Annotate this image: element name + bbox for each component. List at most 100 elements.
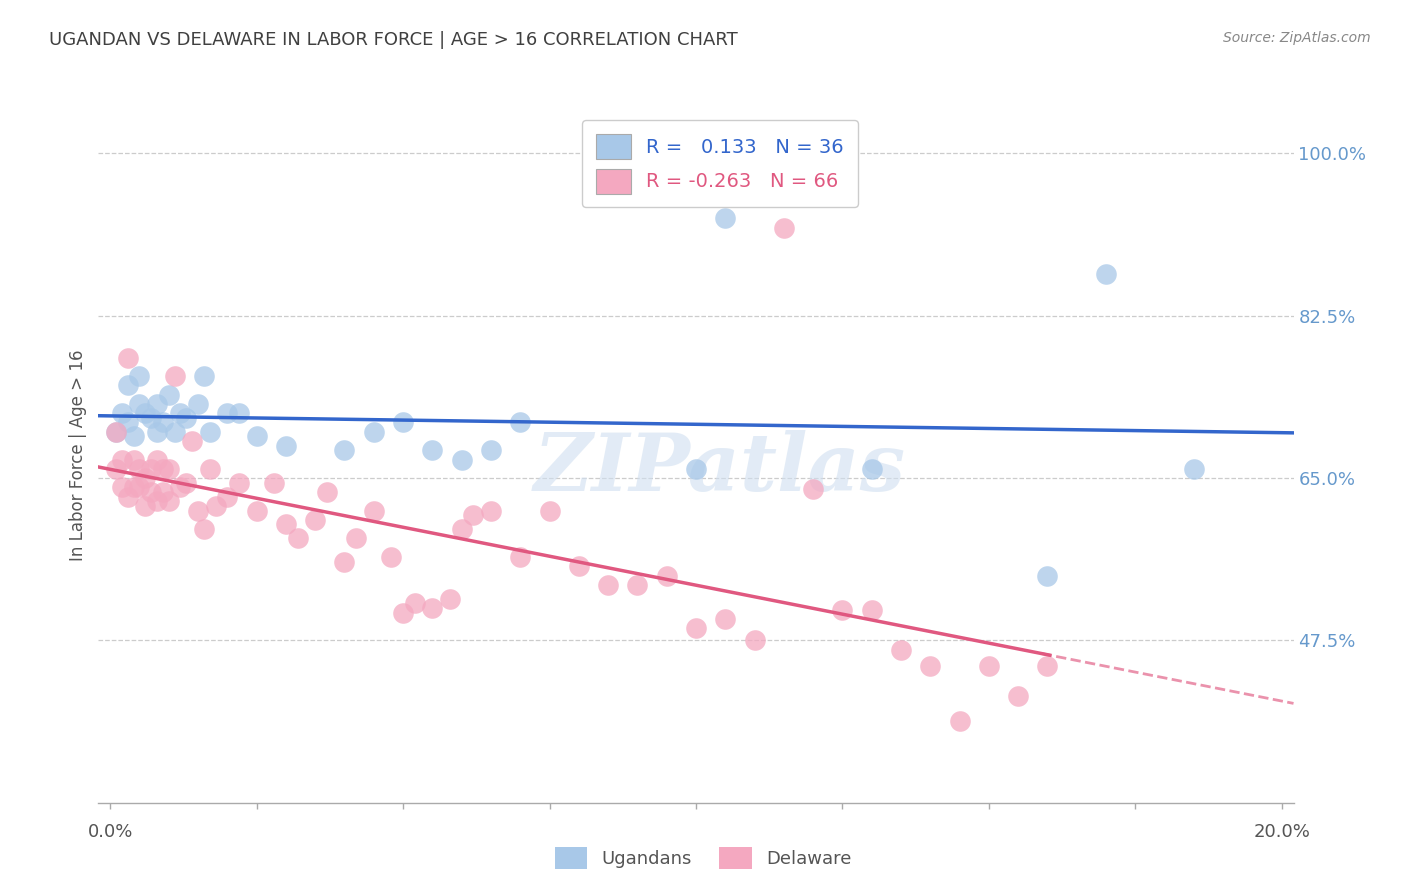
Point bbox=[141, 462, 163, 476]
Point bbox=[304, 513, 326, 527]
Point bbox=[174, 475, 197, 490]
Point bbox=[193, 369, 215, 384]
Point bbox=[1036, 568, 1059, 582]
Legend: R =   0.133   N = 36, R = -0.263   N = 66: R = 0.133 N = 36, R = -0.263 N = 66 bbox=[582, 120, 858, 207]
Point bbox=[860, 462, 883, 476]
Point bbox=[422, 443, 444, 458]
Point bbox=[685, 462, 707, 476]
Point bbox=[860, 603, 883, 617]
Y-axis label: In Labor Force | Age > 16: In Labor Force | Age > 16 bbox=[69, 349, 87, 561]
Point bbox=[392, 416, 415, 430]
Point bbox=[344, 532, 367, 546]
Point bbox=[274, 517, 297, 532]
Point bbox=[122, 480, 145, 494]
Point bbox=[122, 452, 145, 467]
Point bbox=[363, 503, 385, 517]
Point bbox=[134, 406, 156, 420]
Text: ZIPatlas: ZIPatlas bbox=[534, 430, 905, 508]
Point bbox=[117, 490, 139, 504]
Point bbox=[157, 387, 180, 401]
Point bbox=[193, 522, 215, 536]
Point bbox=[128, 397, 150, 411]
Point bbox=[333, 555, 356, 569]
Point bbox=[128, 369, 150, 384]
Point bbox=[450, 522, 472, 536]
Point bbox=[128, 462, 150, 476]
Point bbox=[217, 490, 239, 504]
Point bbox=[134, 471, 156, 485]
Point bbox=[217, 406, 239, 420]
Point bbox=[439, 591, 461, 606]
Point bbox=[122, 429, 145, 443]
Point bbox=[117, 416, 139, 430]
Point bbox=[228, 406, 250, 420]
Point bbox=[596, 578, 619, 592]
Point bbox=[111, 406, 134, 420]
Point bbox=[246, 503, 269, 517]
Point bbox=[948, 714, 970, 728]
Point bbox=[773, 220, 796, 235]
Point bbox=[479, 443, 502, 458]
Point bbox=[228, 475, 250, 490]
Point bbox=[117, 351, 139, 365]
Point bbox=[146, 397, 169, 411]
Point bbox=[422, 601, 444, 615]
Point bbox=[105, 425, 128, 439]
Point bbox=[509, 549, 531, 564]
Point bbox=[146, 425, 169, 439]
Point bbox=[977, 658, 1000, 673]
Point bbox=[152, 416, 174, 430]
Point bbox=[685, 621, 707, 635]
Point bbox=[163, 369, 186, 384]
Point bbox=[450, 452, 472, 467]
Point bbox=[198, 425, 221, 439]
Point bbox=[1095, 267, 1118, 281]
Point bbox=[380, 549, 402, 564]
Point bbox=[111, 452, 134, 467]
Point bbox=[146, 494, 169, 508]
Point bbox=[333, 443, 356, 458]
Point bbox=[105, 425, 128, 439]
Point bbox=[134, 499, 156, 513]
Point bbox=[831, 603, 853, 617]
Point bbox=[246, 429, 269, 443]
Point bbox=[198, 462, 221, 476]
Point bbox=[163, 425, 186, 439]
Point bbox=[479, 503, 502, 517]
Text: Source: ZipAtlas.com: Source: ZipAtlas.com bbox=[1223, 31, 1371, 45]
Point bbox=[714, 211, 737, 226]
Point bbox=[463, 508, 485, 523]
Point bbox=[187, 503, 209, 517]
Point bbox=[157, 462, 180, 476]
Point bbox=[287, 532, 309, 546]
Point bbox=[568, 559, 591, 574]
Point bbox=[363, 425, 385, 439]
Point bbox=[157, 494, 180, 508]
Point bbox=[655, 568, 678, 582]
Point bbox=[152, 485, 174, 500]
Point bbox=[128, 480, 150, 494]
Point bbox=[315, 485, 337, 500]
Point bbox=[404, 596, 426, 610]
Point bbox=[141, 410, 163, 425]
Point bbox=[890, 642, 912, 657]
Point bbox=[111, 480, 134, 494]
Point bbox=[626, 578, 648, 592]
Point bbox=[920, 658, 942, 673]
Text: 0.0%: 0.0% bbox=[87, 823, 132, 841]
Point bbox=[509, 416, 531, 430]
Point bbox=[274, 439, 297, 453]
Point bbox=[538, 503, 561, 517]
Point bbox=[152, 462, 174, 476]
Point bbox=[1007, 689, 1029, 703]
Point bbox=[169, 480, 191, 494]
Text: 20.0%: 20.0% bbox=[1253, 823, 1310, 841]
Point bbox=[263, 475, 285, 490]
Point bbox=[744, 632, 766, 647]
Point bbox=[117, 378, 139, 392]
Point bbox=[169, 406, 191, 420]
Point bbox=[105, 462, 128, 476]
Point bbox=[204, 499, 226, 513]
Point bbox=[174, 410, 197, 425]
Legend: Ugandans, Delaware: Ugandans, Delaware bbox=[546, 838, 860, 879]
